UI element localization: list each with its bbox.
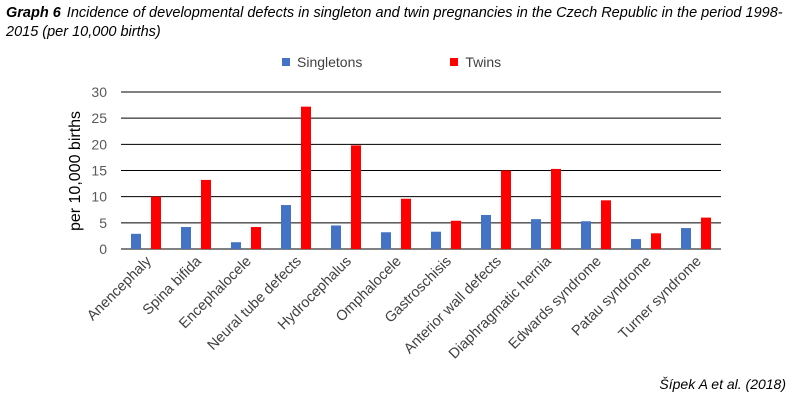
bar-twins-12 <box>701 218 711 249</box>
bar-twins-4 <box>301 107 311 249</box>
x-category-label: Neural tube defects <box>205 254 305 354</box>
y-tick-label: 10 <box>91 189 107 205</box>
x-category-label: Anterior wall defects <box>401 254 505 358</box>
bar-twins-6 <box>401 199 411 249</box>
bar-singletons-2 <box>181 227 191 249</box>
y-axis-ticks: 0 5 10 15 20 25 30 <box>91 84 107 257</box>
bar-twins-5 <box>351 145 361 249</box>
bar-singletons-12 <box>681 228 691 249</box>
bar-singletons-8 <box>481 215 491 249</box>
x-category-label: Anencephaly <box>84 253 155 324</box>
bar-twins-7 <box>451 221 461 249</box>
source-citation: Šípek A et al. (2018) <box>659 376 786 392</box>
bars <box>131 107 711 249</box>
bar-singletons-7 <box>431 232 441 249</box>
y-tick-label: 30 <box>91 84 107 100</box>
bar-twins-1 <box>151 197 161 249</box>
bar-singletons-9 <box>531 219 541 249</box>
y-tick-label: 20 <box>91 136 107 152</box>
bar-singletons-3 <box>231 242 241 249</box>
bar-twins-2 <box>201 180 211 249</box>
bar-twins-3 <box>251 227 261 249</box>
y-tick-label: 25 <box>91 110 107 126</box>
y-tick-label: 0 <box>99 241 107 257</box>
bar-singletons-1 <box>131 234 141 249</box>
y-axis-label: per 10,000 births <box>67 111 84 231</box>
y-tick-label: 5 <box>99 215 107 231</box>
bar-singletons-4 <box>281 205 291 249</box>
x-category-label: Edwards syndrome <box>506 254 605 353</box>
bar-singletons-6 <box>381 232 391 249</box>
bar-twins-11 <box>651 233 661 249</box>
bar-twins-8 <box>501 171 511 250</box>
bar-singletons-5 <box>331 225 341 249</box>
bar-singletons-10 <box>581 221 591 249</box>
bar-twins-9 <box>551 169 561 249</box>
y-tick-label: 15 <box>91 163 107 179</box>
bar-twins-10 <box>601 200 611 249</box>
bar-singletons-11 <box>631 239 641 249</box>
